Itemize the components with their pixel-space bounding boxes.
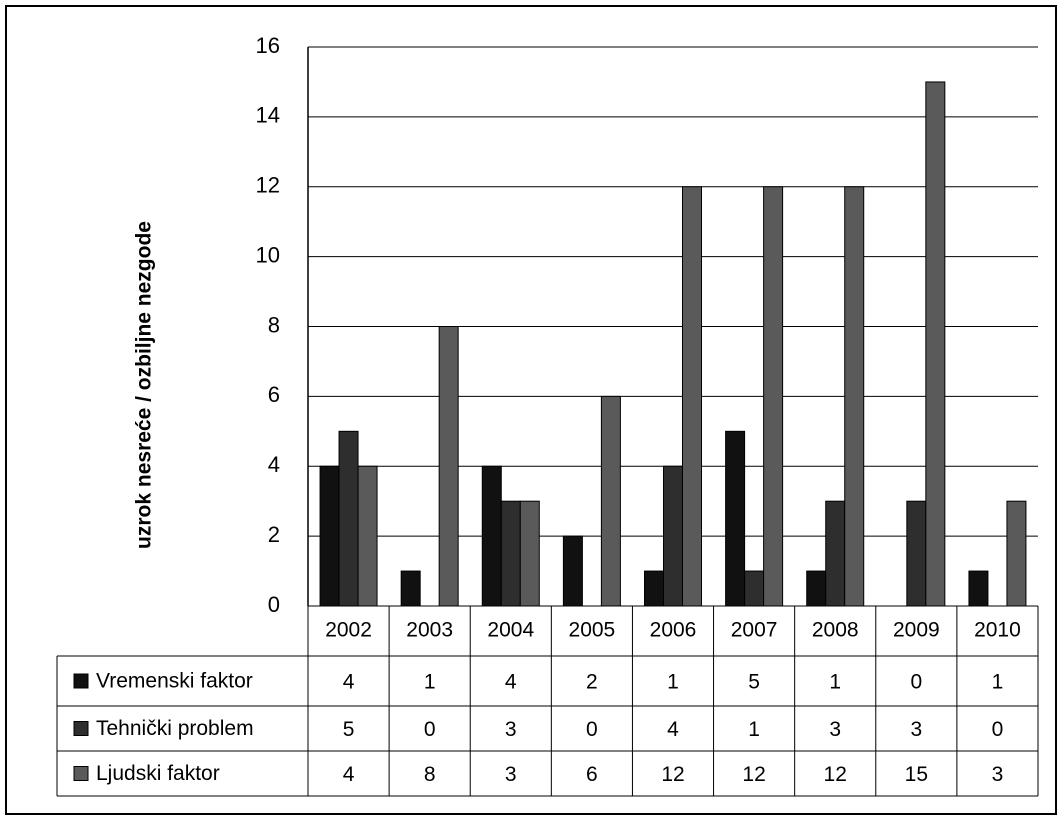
table-cell: 0 — [424, 718, 436, 741]
x-tick-label: 2002 — [325, 619, 372, 642]
table-cell: 8 — [424, 763, 436, 786]
bar — [725, 430, 746, 607]
bar — [663, 465, 683, 607]
table-cell: 1 — [992, 671, 1004, 694]
table-cell: 3 — [910, 718, 922, 741]
legend-label: Tehnički problem — [96, 717, 254, 740]
bar — [644, 570, 664, 607]
bar — [519, 500, 540, 607]
bar — [338, 430, 359, 607]
bar — [481, 465, 502, 607]
table-cell: 3 — [505, 718, 517, 741]
x-tick-label: 2003 — [406, 619, 453, 642]
y-tick-label: 8 — [268, 312, 280, 337]
table-cell: 12 — [824, 763, 847, 786]
x-tick-label: 2006 — [650, 619, 697, 642]
bar — [763, 186, 784, 607]
bar — [844, 186, 865, 607]
table-cell: 6 — [586, 763, 598, 786]
bar — [400, 570, 421, 607]
table-cell: 1 — [748, 718, 760, 741]
table-cell: 1 — [667, 671, 679, 694]
bar — [682, 186, 702, 607]
bar — [357, 465, 378, 607]
legend-marker — [73, 766, 89, 781]
bar — [1006, 500, 1027, 607]
x-tick-label: 2008 — [812, 619, 859, 642]
y-tick-label: 4 — [268, 452, 280, 477]
table-cell: 4 — [667, 718, 679, 741]
table-cell: 0 — [992, 718, 1004, 741]
table-cell: 4 — [343, 763, 355, 786]
table-cell: 3 — [992, 763, 1004, 786]
table-cell: 4 — [505, 671, 517, 694]
table-cell: 12 — [661, 763, 684, 786]
y-tick-label: 14 — [256, 103, 280, 128]
table-cell: 5 — [748, 671, 760, 694]
x-tick-label: 2005 — [569, 619, 616, 642]
bar — [806, 570, 827, 607]
legend-marker — [73, 721, 89, 736]
x-tick-label: 2007 — [731, 619, 778, 642]
y-tick-label: 16 — [256, 33, 280, 58]
bar — [744, 570, 765, 607]
x-tick-label: 2004 — [487, 619, 534, 642]
legend-marker — [73, 673, 89, 689]
bar — [319, 465, 340, 607]
table-cell: 2 — [586, 671, 598, 694]
legend-label: Ljudski faktor — [96, 762, 220, 785]
table-cell: 4 — [343, 671, 355, 694]
x-tick-label: 2010 — [974, 619, 1021, 642]
x-tick-label: 2009 — [893, 619, 940, 642]
table-cell: 5 — [343, 718, 355, 741]
bar — [925, 81, 946, 607]
table-cell: 0 — [910, 671, 922, 694]
legend-label: Vremenski faktor — [96, 670, 253, 693]
chart-border — [5, 5, 1057, 815]
bar — [500, 500, 521, 607]
bar — [562, 535, 583, 607]
table-cell: 1 — [424, 671, 436, 694]
table-cell: 12 — [742, 763, 765, 786]
table-cell: 1 — [829, 671, 841, 694]
table-cell: 3 — [829, 718, 841, 741]
bar — [438, 326, 459, 607]
y-tick-label: 10 — [256, 242, 280, 267]
y-tick-label: 2 — [268, 522, 280, 547]
y-tick-label: 12 — [256, 173, 280, 198]
table-cell: 3 — [505, 763, 517, 786]
y-axis-label: uzrok nesreće / ozbiljne nezgode — [133, 221, 156, 549]
bar — [600, 395, 621, 607]
bar — [825, 500, 846, 607]
bar — [906, 500, 927, 607]
table-cell: 0 — [586, 718, 598, 741]
table-cell: 15 — [905, 763, 928, 786]
y-tick-label: 0 — [268, 592, 280, 617]
y-tick-label: 6 — [268, 382, 280, 407]
bar — [968, 570, 989, 607]
